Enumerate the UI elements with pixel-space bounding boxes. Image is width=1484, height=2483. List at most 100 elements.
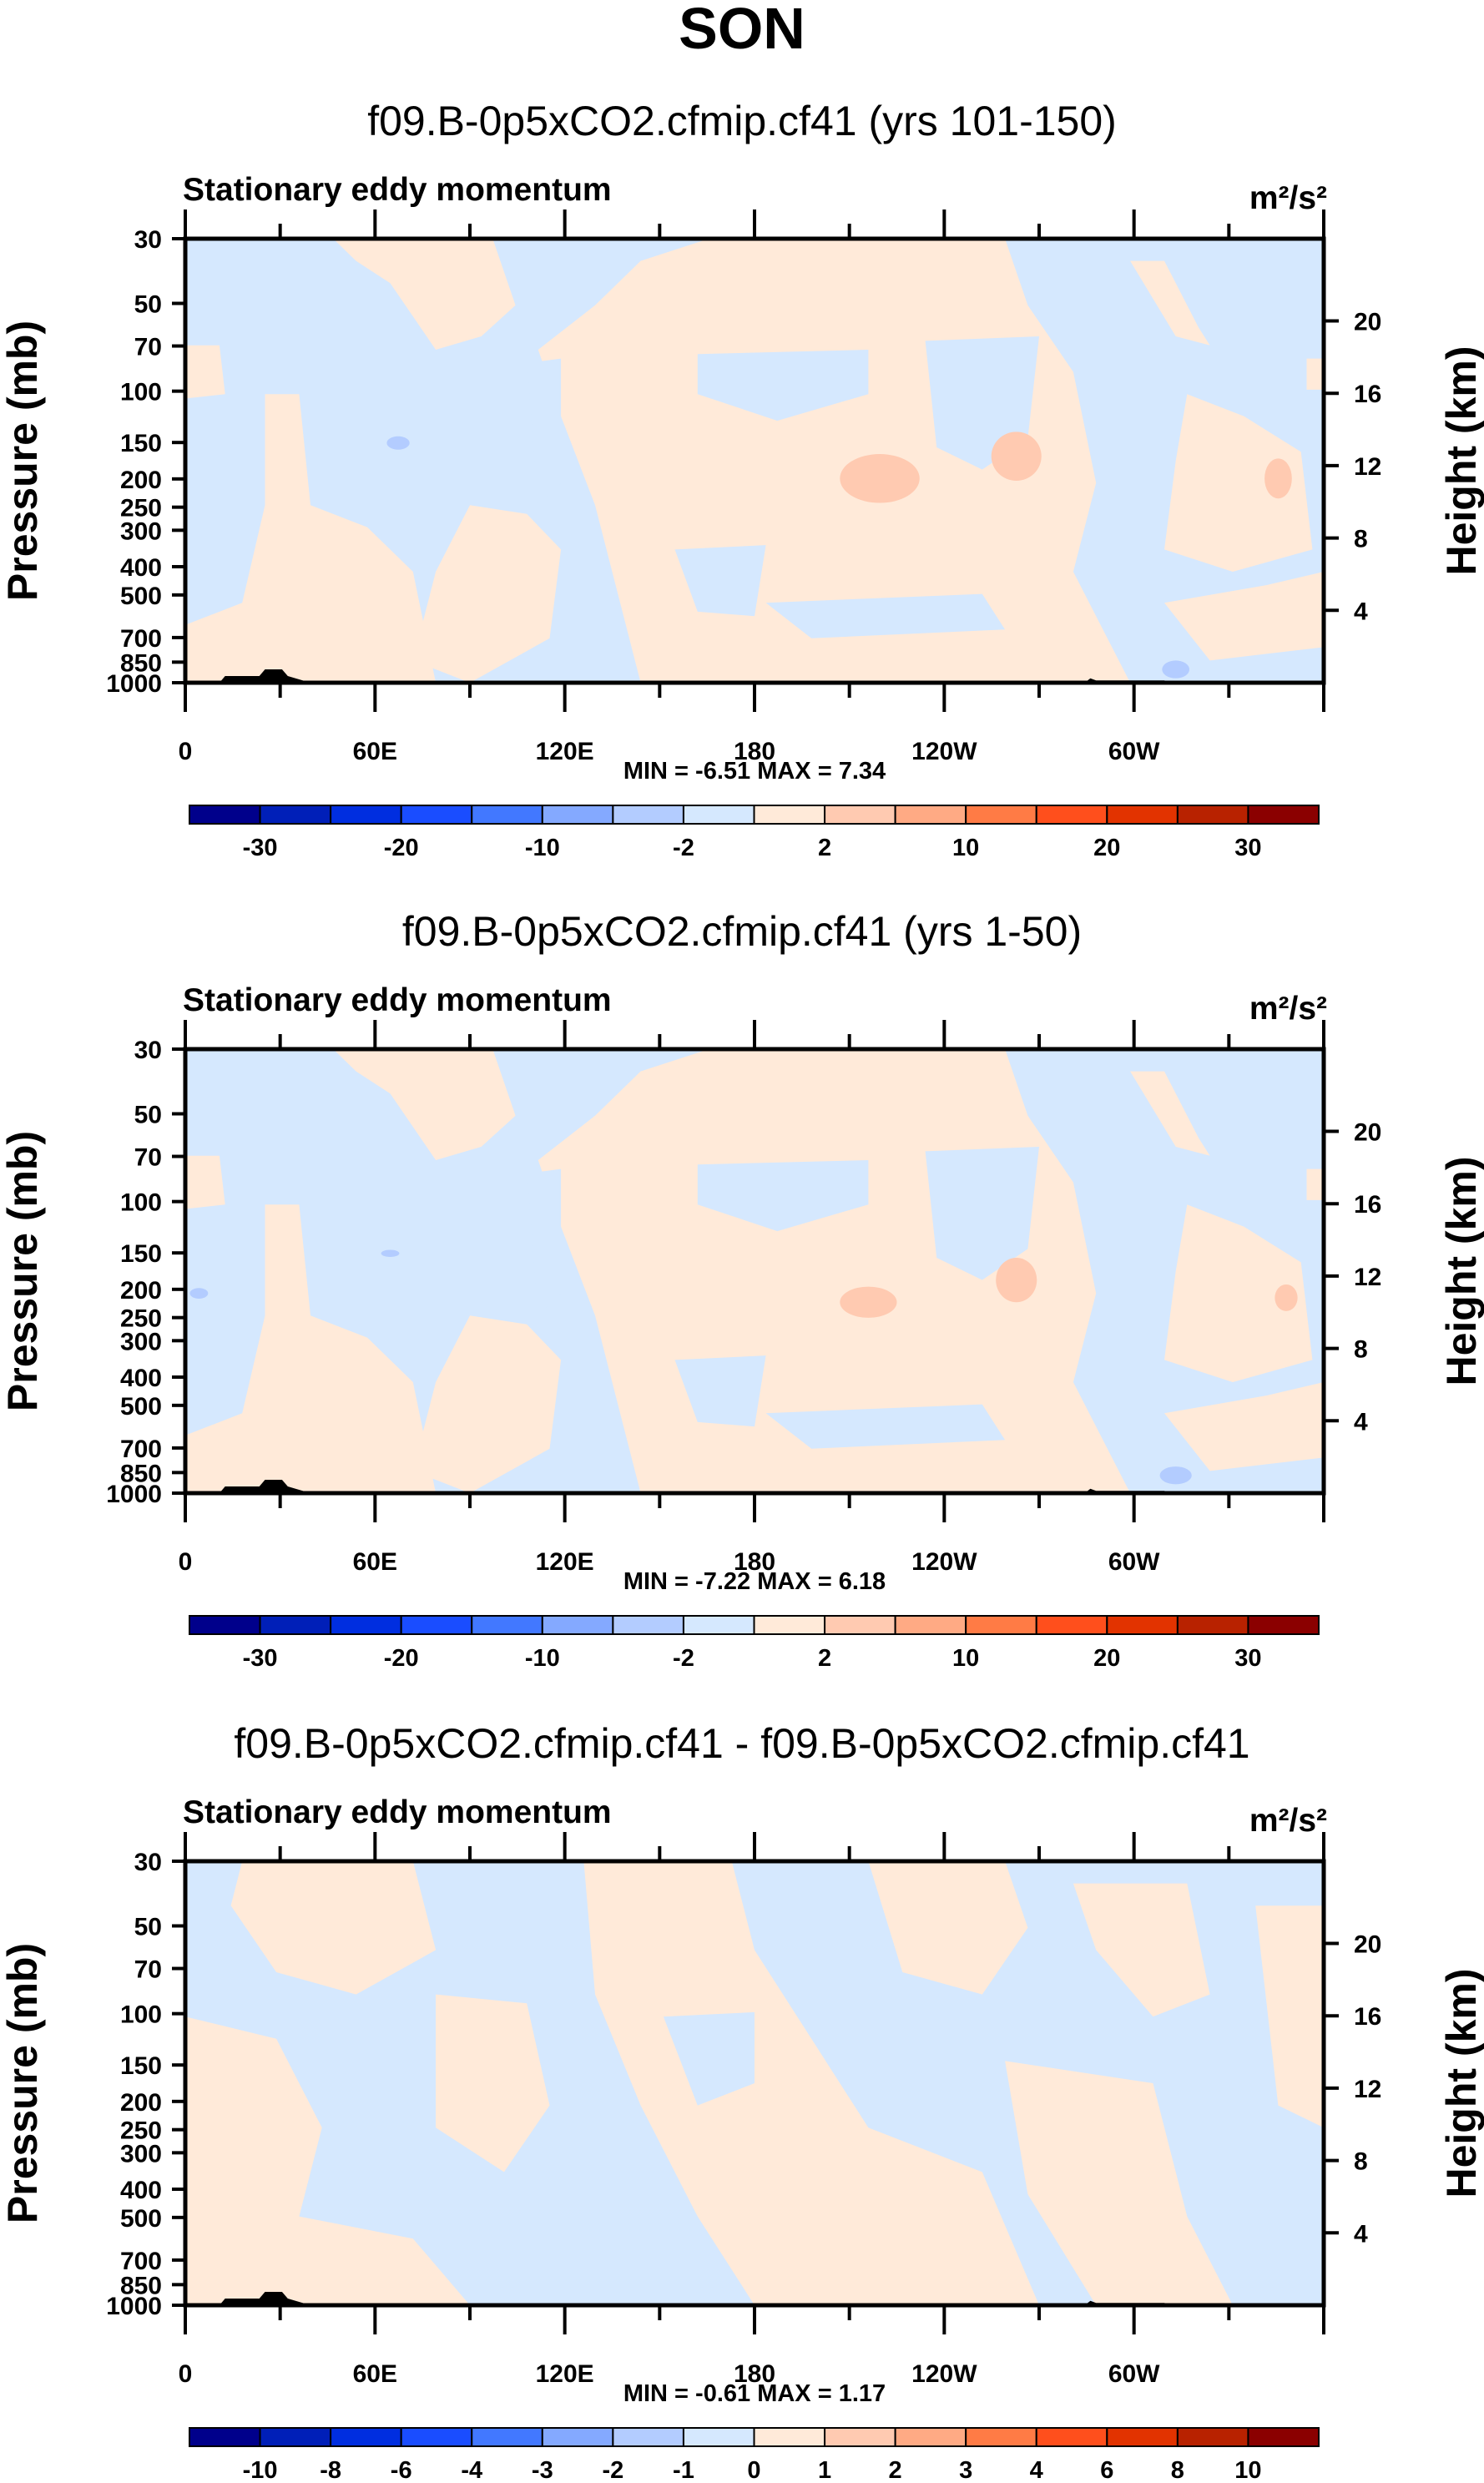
colorbar-box bbox=[189, 1615, 261, 1635]
colorbar-label: 30 bbox=[1234, 835, 1261, 861]
colorbar-box bbox=[400, 805, 473, 825]
colorbar-box bbox=[824, 805, 896, 825]
colorbar-label: -8 bbox=[320, 2457, 341, 2483]
y-tick-label: 70 bbox=[134, 1144, 162, 1172]
colorbar-box bbox=[1176, 1615, 1249, 1635]
colorbar-box bbox=[1176, 2427, 1249, 2447]
contour-field bbox=[185, 1861, 1324, 2305]
y-tick-label: 30 bbox=[134, 1037, 162, 1064]
colorbar-label: 10 bbox=[952, 1645, 979, 1672]
x-tick-label: 120E bbox=[536, 2360, 594, 2388]
colorbar-box bbox=[400, 2427, 473, 2447]
contour-positive bbox=[185, 394, 437, 683]
colorbar-label: -6 bbox=[391, 2457, 412, 2483]
contour-positive-strong bbox=[1264, 458, 1292, 499]
units-label: m²/s² bbox=[1249, 180, 1327, 216]
y-axis-title: Pressure (mb) bbox=[0, 1131, 46, 1411]
contour-negative bbox=[925, 1147, 1039, 1280]
min-max-stats: MIN = -7.22 MAX = 6.18 bbox=[623, 1568, 886, 1595]
y2-axis-title: Height (km) bbox=[1438, 1157, 1484, 1386]
colorbar-box bbox=[330, 805, 402, 825]
contour-negative-strong bbox=[386, 436, 410, 450]
colorbar-label: 3 bbox=[959, 2457, 972, 2483]
contour-positive bbox=[1130, 1071, 1210, 1156]
panel-2: f09.B-0p5xCO2.cfmip.cf41 (yrs 1-50) Stati… bbox=[0, 908, 1484, 1672]
y2-tick-label: 16 bbox=[1354, 2003, 1381, 2031]
contour-positive bbox=[583, 1861, 1039, 2305]
colorbar-label: -2 bbox=[602, 2457, 623, 2483]
y-tick-label: 200 bbox=[120, 2089, 162, 2117]
y2-tick-label: 16 bbox=[1354, 381, 1381, 408]
colorbar-box bbox=[471, 2427, 543, 2447]
colorbar-label: -4 bbox=[461, 2457, 482, 2483]
y2-tick-label: 20 bbox=[1354, 1931, 1381, 1959]
y-tick-label: 500 bbox=[120, 1393, 162, 1421]
colorbar-box bbox=[189, 2427, 261, 2447]
x-tick-label: 0 bbox=[179, 2360, 193, 2388]
colorbar-box bbox=[612, 1615, 684, 1635]
y2-tick-label: 12 bbox=[1354, 453, 1381, 481]
contour-negative bbox=[765, 593, 1006, 638]
contour-positive bbox=[1306, 358, 1324, 390]
colorbar-label: -10 bbox=[525, 835, 560, 861]
y-tick-label: 300 bbox=[120, 1328, 162, 1355]
y-tick-label: 300 bbox=[120, 2140, 162, 2168]
colorbar-label: 1 bbox=[818, 2457, 831, 2483]
colorbar-box bbox=[894, 1615, 967, 1635]
x-tick-label: 120E bbox=[536, 1548, 594, 1576]
contour-positive bbox=[412, 505, 562, 683]
y-tick-label: 150 bbox=[120, 2052, 162, 2080]
colorbar-box bbox=[682, 1615, 755, 1635]
y-tick-label: 200 bbox=[120, 1277, 162, 1305]
y2-tick-label: 4 bbox=[1354, 2220, 1368, 2248]
colorbar-box bbox=[965, 1615, 1037, 1635]
x-tick-label: 60E bbox=[353, 2360, 397, 2388]
colorbar-box bbox=[965, 805, 1037, 825]
colorbar-label: -2 bbox=[673, 835, 694, 861]
min-max-stats: MIN = -0.61 MAX = 1.17 bbox=[623, 2380, 886, 2407]
colorbar-label: -30 bbox=[243, 1645, 278, 1672]
contour-positive bbox=[230, 1861, 437, 1995]
topography bbox=[219, 2292, 310, 2305]
colorbar-box bbox=[471, 805, 543, 825]
y-tick-label: 250 bbox=[120, 1305, 162, 1333]
colorbar-box bbox=[824, 2427, 896, 2447]
colorbar-box bbox=[259, 805, 332, 825]
y-tick-label: 50 bbox=[134, 1102, 162, 1129]
y2-tick-label: 4 bbox=[1354, 1408, 1368, 1436]
contour-positive bbox=[1164, 1382, 1324, 1471]
colorbar-label: -3 bbox=[532, 2457, 553, 2483]
y-tick-label: 70 bbox=[134, 334, 162, 361]
topography bbox=[219, 669, 310, 683]
x-tick-label: 120W bbox=[911, 738, 977, 765]
contour-negative bbox=[663, 2011, 755, 2106]
colorbar-box bbox=[753, 2427, 826, 2447]
y-tick-label: 50 bbox=[134, 291, 162, 319]
contour-negative-strong bbox=[189, 1288, 209, 1299]
topography bbox=[219, 1480, 310, 1493]
y-tick-label: 30 bbox=[134, 1849, 162, 1876]
contour-positive bbox=[868, 1861, 1028, 1995]
colorbar-box bbox=[965, 2427, 1037, 2447]
colorbar-label: -20 bbox=[384, 835, 419, 861]
colorbar-label: 0 bbox=[747, 2457, 760, 2483]
y-tick-label: 250 bbox=[120, 495, 162, 522]
colorbar-label: -10 bbox=[525, 1645, 560, 1672]
colorbar-box bbox=[1106, 1615, 1179, 1635]
contour-positive bbox=[1005, 2061, 1233, 2305]
y-tick-label: 150 bbox=[120, 1240, 162, 1268]
contour-positive bbox=[185, 1204, 437, 1493]
units-label: m²/s² bbox=[1249, 991, 1327, 1027]
y-tick-label: 1000 bbox=[106, 670, 162, 698]
contour-negative bbox=[674, 545, 766, 617]
y-tick-label: 700 bbox=[120, 625, 162, 653]
y-tick-label: 700 bbox=[120, 1436, 162, 1463]
colorbar-label: -20 bbox=[384, 1645, 419, 1672]
units-label: m²/s² bbox=[1249, 1803, 1327, 1839]
colorbar-label: 30 bbox=[1234, 1645, 1261, 1672]
x-tick-label: 60E bbox=[353, 1548, 397, 1576]
y-tick-label: 100 bbox=[120, 1189, 162, 1217]
colorbar-box bbox=[1106, 805, 1179, 825]
colorbar-box bbox=[1035, 2427, 1108, 2447]
panel-1: f09.B-0p5xCO2.cfmip.cf41 (yrs 101-150) St… bbox=[0, 98, 1484, 861]
